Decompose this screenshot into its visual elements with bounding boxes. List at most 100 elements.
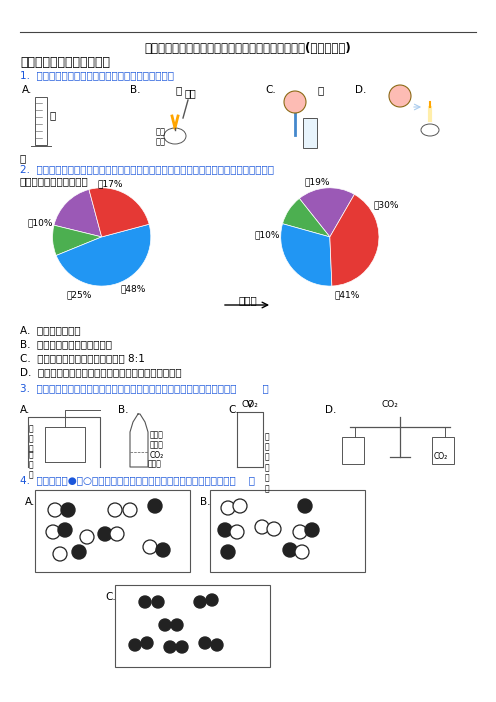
Bar [115, 585, 270, 667]
Text: 1.  化学实验操作应严谨规范，下列操作符合要求的是: 1. 化学实验操作应严谨规范，下列操作符合要求的是 [20, 70, 174, 80]
Text: C.  生成的甲、丙两物质的质量比为 8:1: C. 生成的甲、丙两物质的质量比为 8:1 [20, 353, 145, 363]
Wedge shape [330, 194, 379, 286]
Circle shape [141, 637, 153, 649]
Circle shape [164, 641, 176, 653]
Text: 矿泉水
塑料瓶
CO₂: 矿泉水 塑料瓶 CO₂ [150, 430, 164, 460]
Circle shape [267, 522, 281, 536]
Circle shape [48, 503, 62, 517]
Text: 有关说法中不正确的（）: 有关说法中不正确的（） [20, 176, 89, 186]
Wedge shape [54, 190, 102, 237]
Circle shape [58, 523, 72, 537]
Ellipse shape [164, 128, 186, 144]
Text: 丳25%: 丳25% [67, 291, 92, 300]
Text: 紫
色
石
蕉
试
液: 紫 色 石 蕉 试 液 [265, 432, 270, 493]
Text: CO₂: CO₂ [434, 452, 448, 461]
Circle shape [143, 540, 157, 554]
Circle shape [72, 545, 86, 559]
Text: 石
灰
石: 石 灰 石 [29, 450, 34, 479]
Wedge shape [281, 224, 332, 286]
Text: 反应后: 反应后 [239, 295, 257, 305]
Circle shape [80, 530, 94, 544]
Circle shape [293, 525, 307, 539]
Bar [432, 437, 454, 464]
Text: D.: D. [325, 405, 336, 415]
Text: B.: B. [130, 85, 140, 95]
Circle shape [230, 525, 244, 539]
Text: 石灰水: 石灰水 [148, 459, 162, 468]
Text: 2.  四种物质在一定的条件下充分混合反应，测得反应前后各物质的质量分数如图所示，则: 2. 四种物质在一定的条件下充分混合反应，测得反应前后各物质的质量分数如图所示，… [20, 164, 274, 174]
Circle shape [129, 639, 141, 651]
Wedge shape [299, 188, 355, 237]
Text: 稀
盐
酸: 稀 盐 酸 [29, 424, 34, 453]
Circle shape [221, 545, 235, 559]
Circle shape [295, 545, 309, 559]
Text: 听: 听 [175, 85, 181, 95]
Text: 河南省实验中学初三化学初三化学上册期中模拟试题(含标准答案): 河南省实验中学初三化学初三化学上册期中模拟试题(含标准答案) [145, 41, 351, 55]
Circle shape [156, 543, 170, 557]
Circle shape [148, 499, 162, 513]
Ellipse shape [421, 124, 439, 136]
Text: C.: C. [105, 592, 116, 602]
Circle shape [221, 501, 235, 515]
Wedge shape [283, 199, 330, 237]
Text: 甩19%: 甩19% [305, 178, 330, 187]
Bar [35, 490, 190, 572]
Text: 氢气
验纯: 氢气 验纯 [156, 127, 166, 147]
Circle shape [255, 520, 269, 534]
Wedge shape [89, 188, 149, 237]
Circle shape [123, 503, 137, 517]
Text: D.: D. [355, 85, 367, 95]
Circle shape [389, 85, 411, 107]
Text: 么30%: 么30% [373, 201, 399, 209]
Wedge shape [53, 225, 102, 256]
Circle shape [199, 637, 211, 649]
Wedge shape [56, 224, 151, 286]
Circle shape [46, 525, 60, 539]
Bar [210, 490, 365, 572]
Circle shape [206, 594, 218, 606]
Circle shape [283, 543, 297, 557]
Circle shape [194, 596, 206, 608]
Text: A.: A. [20, 405, 30, 415]
Text: B.  乙可能是这个反应的催化剂: B. 乙可能是这个反应的催化剂 [20, 339, 112, 349]
Text: A.  丁一定是化合物: A. 丁一定是化合物 [20, 325, 81, 335]
Text: D.  参加反应的丁的质量一定等于生成甲和丙的质量之和: D. 参加反应的丁的质量一定等于生成甲和丙的质量之和 [20, 367, 182, 377]
Text: B.: B. [118, 405, 128, 415]
Text: 丳41%: 丳41% [334, 291, 360, 300]
Circle shape [233, 499, 247, 513]
Circle shape [218, 523, 232, 537]
Text: 一、选择题（增优题较难）: 一、选择题（增优题较难） [20, 55, 110, 69]
Text: 3.  如图所示有关二氧化碳的实验中，只与二氧化碳物理性质有关的实验是（        ）: 3. 如图所示有关二氧化碳的实验中，只与二氧化碳物理性质有关的实验是（ ） [20, 383, 269, 393]
Text: 么48%: 么48% [121, 284, 146, 293]
Text: CO₂: CO₂ [242, 400, 258, 409]
Circle shape [110, 527, 124, 541]
Circle shape [53, 547, 67, 561]
Bar [35, 97, 47, 145]
Text: C.: C. [228, 405, 239, 415]
Circle shape [61, 503, 75, 517]
Text: A.: A. [22, 85, 32, 95]
Circle shape [152, 596, 164, 608]
Circle shape [298, 499, 312, 513]
Circle shape [159, 619, 171, 631]
Circle shape [171, 619, 183, 631]
Circle shape [176, 641, 188, 653]
Text: CO₂: CO₂ [381, 400, 398, 409]
Text: B.: B. [200, 497, 210, 507]
Bar [303, 118, 317, 148]
Text: C.: C. [265, 85, 276, 95]
Text: A.: A. [25, 497, 35, 507]
Text: 吹: 吹 [20, 153, 26, 163]
Text: 丙10%: 丙10% [27, 218, 53, 227]
Circle shape [98, 527, 112, 541]
Text: 看: 看 [50, 110, 56, 120]
Circle shape [211, 639, 223, 651]
Text: 甩17%: 甩17% [98, 179, 124, 188]
Text: 丙10%: 丙10% [254, 230, 280, 239]
Text: 氢气: 氢气 [185, 88, 197, 98]
Circle shape [305, 523, 319, 537]
Circle shape [108, 503, 122, 517]
Text: 闻: 闻 [318, 85, 324, 95]
Circle shape [139, 596, 151, 608]
Circle shape [284, 91, 306, 113]
